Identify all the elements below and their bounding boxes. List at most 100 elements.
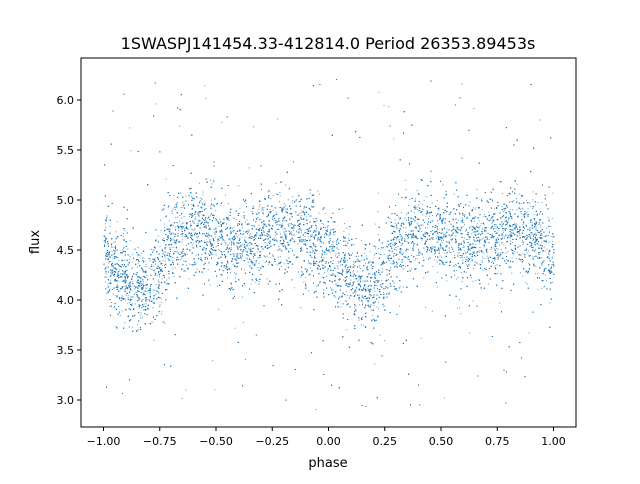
data-point	[207, 237, 209, 239]
data-point	[144, 265, 146, 267]
data-point	[254, 253, 256, 255]
data-point	[214, 229, 216, 230]
data-point	[252, 263, 254, 265]
data-point	[383, 340, 385, 342]
data-point	[124, 278, 126, 280]
data-point	[404, 237, 406, 239]
data-point	[413, 206, 415, 208]
data-point	[214, 249, 216, 251]
data-point	[491, 198, 493, 200]
data-point	[268, 264, 270, 266]
data-point	[176, 247, 178, 249]
data-point	[109, 251, 111, 253]
data-point	[496, 242, 498, 244]
data-point	[104, 223, 106, 225]
data-point	[491, 237, 493, 239]
data-point	[436, 261, 438, 263]
data-point	[407, 243, 409, 245]
data-point	[339, 284, 341, 286]
data-point	[435, 248, 437, 250]
data-point	[111, 243, 113, 245]
data-point	[323, 223, 325, 225]
data-point	[142, 275, 144, 277]
data-point	[540, 224, 542, 226]
data-point	[396, 239, 398, 241]
data-point	[217, 238, 218, 240]
data-point	[334, 234, 336, 236]
data-point	[229, 239, 231, 241]
data-point	[123, 279, 125, 281]
data-point	[139, 317, 141, 319]
data-point	[109, 275, 111, 277]
data-point	[526, 252, 528, 254]
data-point	[164, 257, 166, 259]
data-point	[551, 257, 553, 259]
data-point	[399, 285, 401, 287]
data-point	[332, 289, 334, 291]
data-point	[419, 237, 421, 239]
data-point	[530, 218, 532, 220]
data-point	[213, 228, 215, 230]
data-point	[473, 268, 475, 270]
data-point	[456, 229, 458, 230]
data-point	[145, 263, 147, 265]
data-point	[316, 226, 318, 228]
data-point	[105, 271, 107, 273]
data-point	[526, 211, 528, 213]
data-point	[535, 248, 537, 250]
data-point	[284, 227, 286, 229]
data-point	[442, 247, 444, 249]
data-point	[426, 205, 428, 207]
data-point	[172, 232, 174, 234]
data-point	[227, 203, 229, 204]
data-point	[551, 217, 553, 219]
data-point	[509, 236, 511, 238]
data-point	[508, 265, 510, 267]
data-point	[167, 258, 169, 260]
data-point	[263, 207, 265, 209]
data-point	[263, 230, 264, 232]
data-point	[533, 213, 535, 215]
data-point	[454, 274, 455, 276]
data-point	[511, 235, 513, 237]
data-point	[316, 220, 318, 222]
data-point	[453, 251, 455, 252]
data-point	[450, 240, 452, 242]
data-point	[126, 277, 128, 279]
data-point	[173, 253, 175, 255]
data-point	[493, 258, 495, 259]
data-point	[522, 223, 524, 225]
data-point	[303, 208, 305, 210]
data-point	[439, 216, 441, 218]
data-point	[528, 254, 530, 256]
data-point	[183, 216, 185, 217]
data-point	[455, 235, 457, 237]
data-point	[494, 258, 496, 260]
data-point	[300, 307, 302, 309]
data-point	[444, 235, 446, 237]
data-point	[252, 237, 254, 239]
data-point	[153, 289, 155, 291]
data-point	[450, 235, 451, 237]
data-point	[175, 209, 176, 210]
data-point	[504, 209, 506, 211]
data-point	[247, 245, 249, 247]
data-point	[161, 278, 163, 280]
data-point	[495, 227, 497, 229]
data-point	[474, 246, 476, 248]
data-point	[529, 255, 531, 256]
data-point	[360, 279, 362, 281]
data-point	[174, 226, 176, 228]
data-point	[139, 255, 141, 256]
data-point	[225, 242, 227, 244]
data-point	[144, 297, 146, 299]
data-point	[423, 256, 425, 258]
data-point	[189, 233, 191, 235]
data-point	[375, 285, 377, 287]
data-point	[106, 293, 108, 294]
data-point	[495, 224, 497, 226]
data-point	[369, 293, 370, 295]
data-point	[476, 225, 477, 227]
data-point	[182, 256, 184, 258]
data-point	[124, 230, 126, 232]
